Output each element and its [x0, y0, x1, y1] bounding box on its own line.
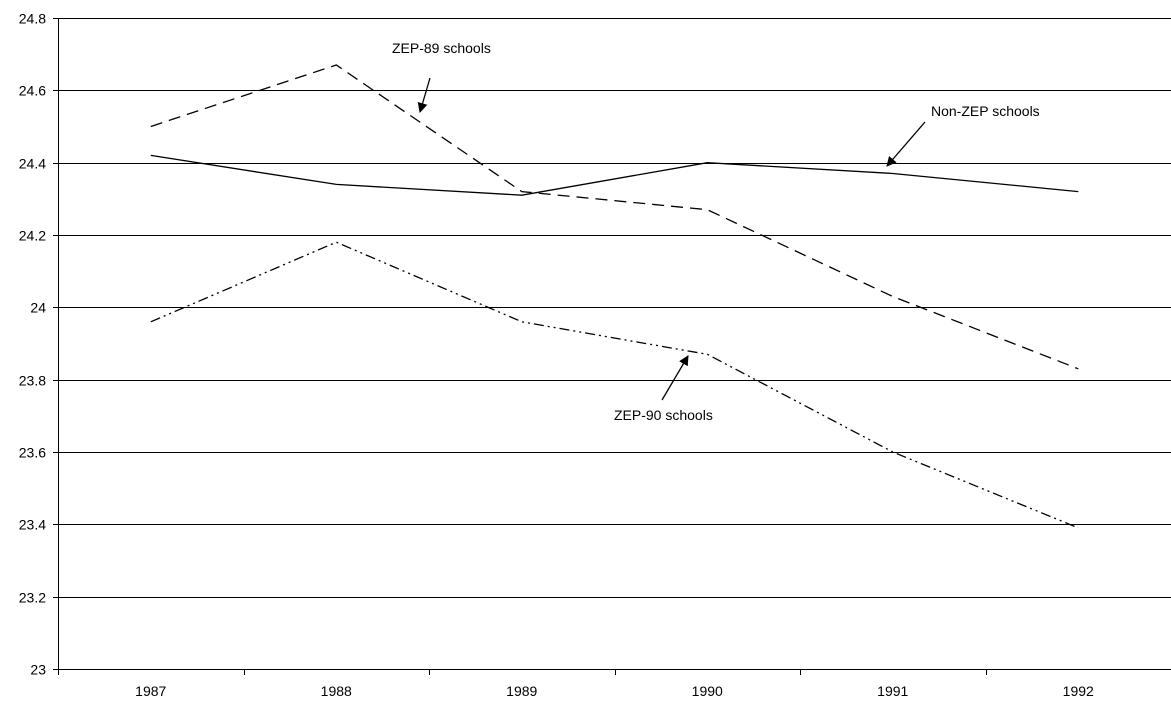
x-tick-label: 1989	[506, 683, 537, 699]
y-tick-label: 23.8	[19, 373, 46, 389]
annotation-arrow	[417, 77, 431, 113]
y-tick-label: 24.4	[19, 156, 46, 172]
x-tick-label: 1988	[321, 683, 352, 699]
series-line-non-zep-schools	[150, 154, 1079, 196]
gridlines	[58, 18, 1171, 598]
series-lines	[150, 64, 1079, 529]
annotation-label: ZEP-90 schools	[614, 407, 713, 423]
series-line-zep-89-schools	[150, 64, 1079, 370]
y-tick-label: 23.2	[19, 590, 46, 606]
x-tick-label: 1990	[692, 683, 723, 699]
y-tick-label: 24	[30, 300, 46, 316]
y-tick-label: 24.8	[19, 11, 46, 27]
x-tick-label: 1991	[877, 683, 908, 699]
annotations: ZEP-89 schools Non-ZEP schools ZEP-90 scho…	[392, 40, 1040, 423]
y-tick-label: 24.2	[19, 228, 46, 244]
annotation-label: ZEP-89 schools	[392, 40, 491, 56]
y-tick-label: 23.6	[19, 445, 46, 461]
series-line-zep-90-schools	[150, 241, 1079, 529]
y-tick-label: 24.6	[19, 83, 46, 99]
y-tick-label: 23	[30, 662, 46, 678]
x-tick-label: 1987	[135, 683, 166, 699]
x-tick-label: 1992	[1063, 683, 1094, 699]
annotation-arrow	[661, 355, 689, 401]
axes: 23 23.2 23.4 23.6 23.8 24 24.2 24.4 24.6 24.8 1987…	[19, 11, 1171, 699]
y-tick-label: 23.4	[19, 517, 46, 533]
annotation-label: Non-ZEP schools	[931, 103, 1040, 119]
annotation-arrow	[886, 121, 926, 167]
